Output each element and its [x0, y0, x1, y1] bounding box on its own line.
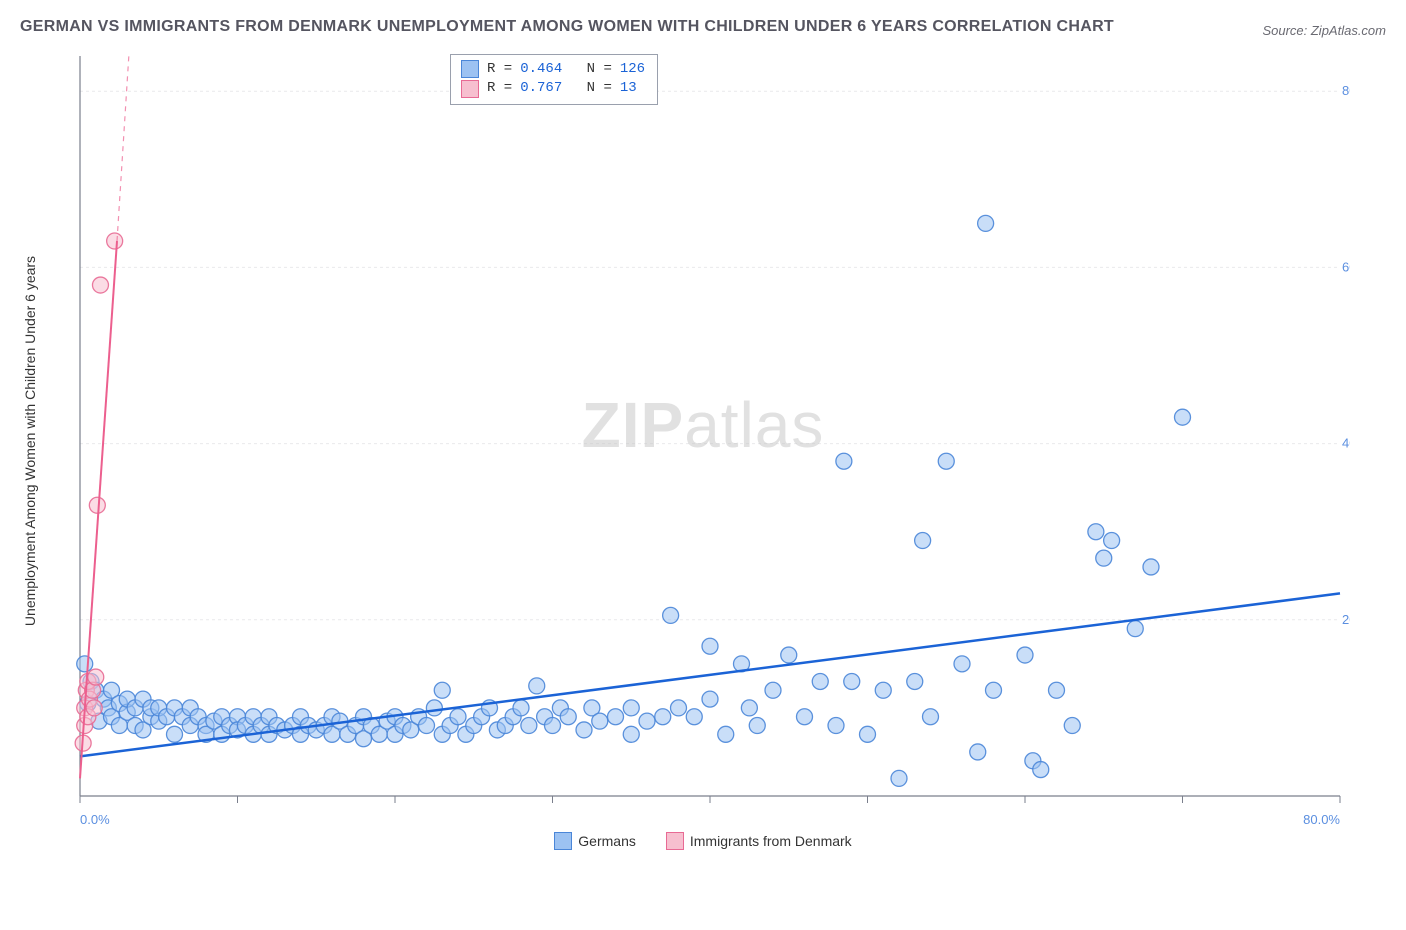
svg-text:0.0%: 0.0%	[80, 812, 110, 827]
stats-legend-box: R = 0.464 N = 126 R = 0.767 N = 13	[450, 54, 658, 105]
stat-r-val-denmark: 0.767	[520, 79, 562, 99]
source-credit: Source: ZipAtlas.com	[1262, 23, 1386, 40]
header: GERMAN VS IMMIGRANTS FROM DENMARK UNEMPL…	[20, 14, 1386, 40]
stat-n-label-2: N =	[587, 79, 612, 99]
stat-r-label-2: R =	[487, 79, 512, 99]
y-axis-label: Unemployment Among Women with Children U…	[22, 256, 38, 626]
stats-row-denmark: R = 0.767 N = 13	[461, 79, 645, 99]
stat-r-val-germans: 0.464	[520, 60, 562, 80]
chart-svg: 0.0% 80.0% 20.0% 40.0% 60.0% 80.0%	[20, 46, 1350, 836]
stats-row-germans: R = 0.464 N = 126	[461, 60, 645, 80]
swatch-denmark	[461, 80, 479, 98]
source-prefix: Source:	[1262, 23, 1310, 38]
svg-text:60.0%: 60.0%	[1342, 259, 1350, 274]
chart-title: GERMAN VS IMMIGRANTS FROM DENMARK UNEMPL…	[20, 14, 1114, 40]
stat-r-label: R =	[487, 60, 512, 80]
swatch-germans	[461, 60, 479, 78]
svg-text:80.0%: 80.0%	[1342, 83, 1350, 98]
chart-area: Unemployment Among Women with Children U…	[20, 46, 1386, 836]
svg-text:40.0%: 40.0%	[1342, 435, 1350, 450]
stat-n-val-germans: 126	[620, 60, 645, 80]
stat-n-label: N =	[587, 60, 612, 80]
svg-text:80.0%: 80.0%	[1303, 812, 1340, 827]
source-name: ZipAtlas.com	[1311, 23, 1386, 38]
stat-n-val-denmark: 13	[620, 79, 637, 99]
svg-text:20.0%: 20.0%	[1342, 611, 1350, 626]
